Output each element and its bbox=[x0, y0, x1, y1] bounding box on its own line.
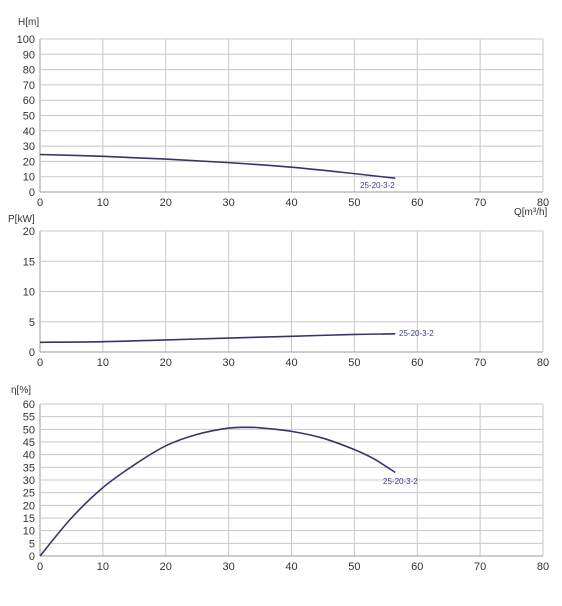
y-tick-label: 5 bbox=[29, 317, 35, 329]
x-tick-label: 30 bbox=[223, 561, 235, 573]
y-tick-label: 60 bbox=[23, 95, 35, 107]
y-tick-label: 50 bbox=[23, 111, 35, 123]
y-tick-label: 10 bbox=[23, 172, 35, 184]
y-tick-label: 90 bbox=[23, 49, 35, 61]
y-tick-label: 55 bbox=[23, 412, 35, 424]
x-tick-label: 20 bbox=[160, 197, 172, 209]
y-tick-label: 30 bbox=[23, 141, 35, 153]
x-tick-label: 40 bbox=[285, 561, 297, 573]
y-tick-label: 40 bbox=[23, 126, 35, 138]
y-axis-label: H[m] bbox=[18, 17, 39, 28]
x-tick-label: 70 bbox=[474, 561, 486, 573]
y-tick-label: 50 bbox=[23, 424, 35, 436]
y-tick-label: 0 bbox=[29, 347, 35, 359]
x-tick-label: 80 bbox=[537, 197, 549, 209]
y-tick-label: 20 bbox=[23, 500, 35, 512]
y-tick-label: 0 bbox=[29, 551, 35, 563]
y-tick-label: 60 bbox=[23, 399, 35, 411]
x-tick-label: 0 bbox=[37, 197, 43, 209]
x-tick-label: 10 bbox=[97, 561, 109, 573]
series-label: 25-20-3-2 bbox=[360, 181, 395, 190]
x-tick-label: 50 bbox=[348, 197, 360, 209]
x-tick-label: 10 bbox=[97, 357, 109, 369]
x-axis-label: Q[m³/h] bbox=[514, 207, 548, 218]
x-tick-label: 30 bbox=[223, 357, 235, 369]
x-tick-label: 20 bbox=[160, 357, 172, 369]
x-tick-label: 0 bbox=[37, 561, 43, 573]
x-tick-label: 40 bbox=[285, 197, 297, 209]
y-tick-label: 30 bbox=[23, 475, 35, 487]
y-axis-label: η[%] bbox=[11, 385, 31, 396]
x-tick-label: 0 bbox=[37, 357, 43, 369]
x-tick-label: 50 bbox=[348, 357, 360, 369]
y-tick-label: 0 bbox=[29, 187, 35, 199]
x-tick-label: 40 bbox=[285, 357, 297, 369]
y-tick-label: 5 bbox=[29, 538, 35, 550]
x-tick-label: 80 bbox=[537, 561, 549, 573]
y-tick-label: 15 bbox=[23, 513, 35, 525]
x-tick-label: 60 bbox=[411, 561, 423, 573]
x-tick-label: 70 bbox=[474, 357, 486, 369]
x-tick-label: 70 bbox=[474, 197, 486, 209]
series-label: 25-20-3-2 bbox=[399, 329, 434, 338]
x-tick-label: 60 bbox=[411, 357, 423, 369]
y-tick-label: 10 bbox=[23, 526, 35, 538]
y-axis-label: P[kW] bbox=[8, 214, 35, 225]
y-tick-label: 20 bbox=[23, 156, 35, 168]
x-tick-label: 10 bbox=[97, 197, 109, 209]
y-tick-label: 80 bbox=[23, 65, 35, 77]
series-line bbox=[39, 426, 396, 557]
y-tick-label: 20 bbox=[23, 226, 35, 238]
y-tick-label: 25 bbox=[23, 488, 35, 500]
series-line bbox=[39, 153, 396, 180]
x-tick-label: 30 bbox=[223, 197, 235, 209]
x-tick-label: 50 bbox=[348, 561, 360, 573]
y-tick-label: 100 bbox=[17, 34, 35, 46]
y-tick-label: 70 bbox=[23, 80, 35, 92]
x-tick-label: 20 bbox=[160, 561, 172, 573]
series-label: 25-20-3-2 bbox=[383, 477, 418, 486]
x-tick-label: 60 bbox=[411, 197, 423, 209]
y-tick-label: 15 bbox=[23, 256, 35, 268]
y-tick-label: 45 bbox=[23, 437, 35, 449]
chart-3: 0 10 20 30 40 50 60 70 8005101520253035404550556… bbox=[11, 385, 549, 573]
y-tick-label: 35 bbox=[23, 462, 35, 474]
y-tick-label: 10 bbox=[23, 287, 35, 299]
chart-1: 0 10 20 30 40 50 60 70 80 0 10 20 30 40 50 60 70 80 90 100 H… bbox=[17, 17, 549, 218]
x-tick-label: 80 bbox=[537, 357, 549, 369]
series-line bbox=[39, 333, 396, 344]
y-tick-label: 40 bbox=[23, 450, 35, 462]
